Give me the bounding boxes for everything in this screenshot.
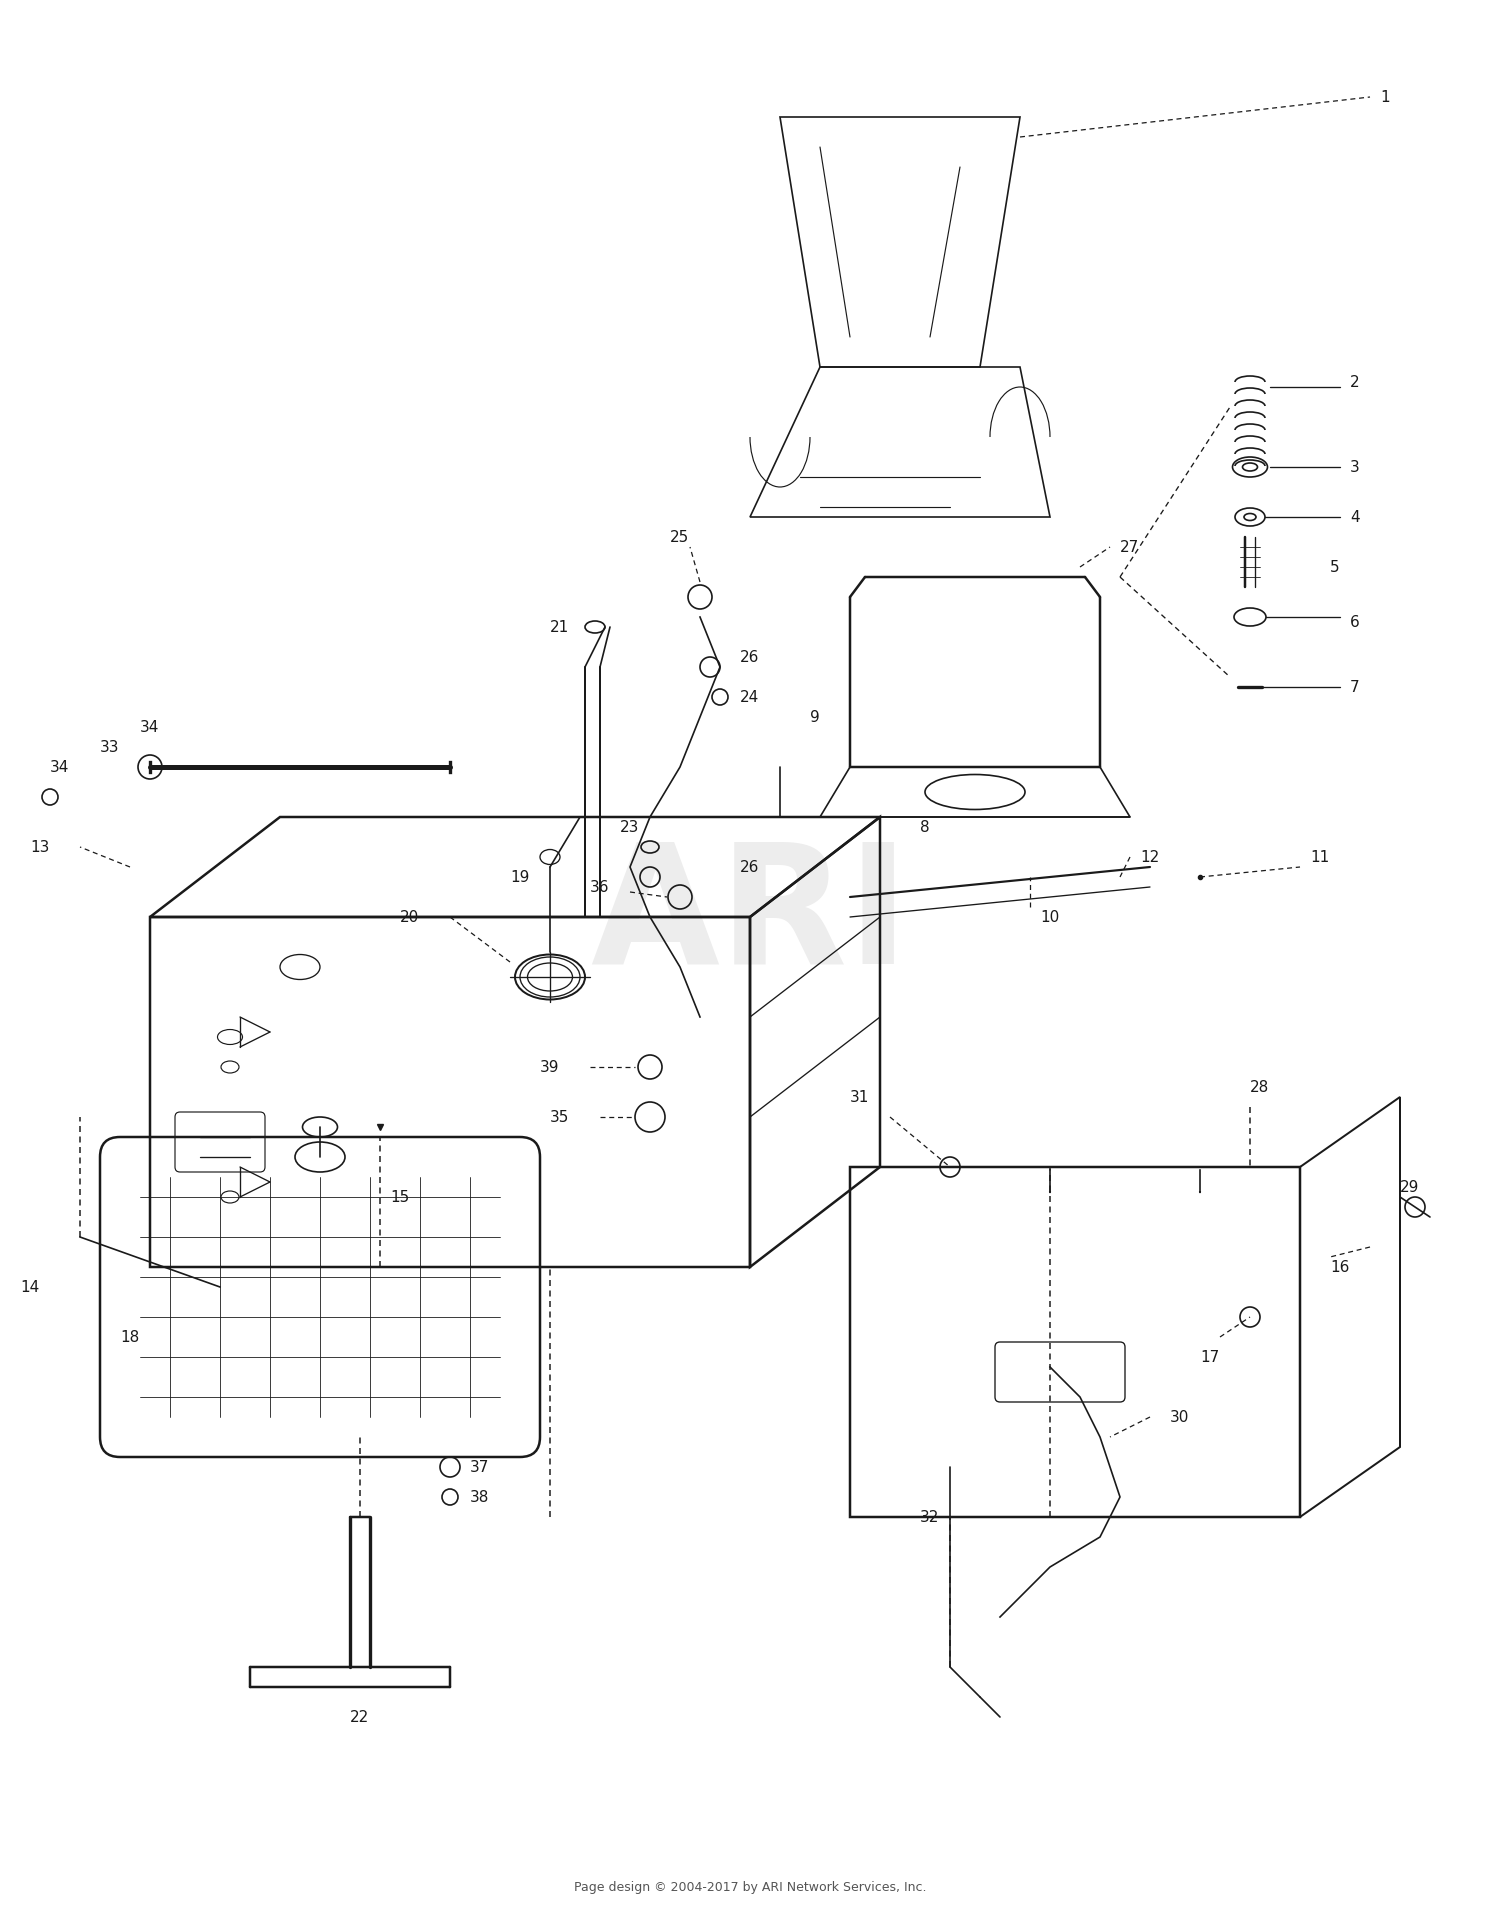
Text: 34: 34 [50, 759, 69, 774]
Text: 2: 2 [1350, 374, 1359, 389]
Text: 38: 38 [470, 1490, 489, 1505]
Text: 21: 21 [550, 619, 570, 635]
Text: 36: 36 [590, 880, 609, 895]
Text: 39: 39 [540, 1060, 560, 1075]
Text: 12: 12 [1140, 849, 1160, 865]
Text: 22: 22 [350, 1710, 369, 1725]
Text: 26: 26 [740, 859, 759, 874]
Text: 31: 31 [850, 1089, 870, 1104]
Text: 19: 19 [510, 870, 530, 884]
Text: ARI: ARI [591, 836, 909, 999]
Text: 18: 18 [120, 1330, 140, 1344]
Text: 11: 11 [1310, 849, 1329, 865]
Text: 6: 6 [1350, 615, 1359, 629]
Text: 1: 1 [1380, 90, 1389, 105]
Text: Page design © 2004-2017 by ARI Network Services, Inc.: Page design © 2004-2017 by ARI Network S… [573, 1881, 926, 1894]
Text: 35: 35 [550, 1110, 570, 1125]
Text: 20: 20 [400, 909, 418, 924]
Text: 13: 13 [30, 840, 50, 855]
Text: 34: 34 [140, 719, 159, 734]
Text: 14: 14 [20, 1279, 39, 1294]
Text: 3: 3 [1350, 460, 1359, 475]
Text: 5: 5 [1330, 560, 1340, 575]
Text: 29: 29 [1400, 1179, 1419, 1194]
Text: 30: 30 [1170, 1409, 1190, 1424]
Text: 17: 17 [1200, 1350, 1219, 1365]
Text: 9: 9 [810, 709, 819, 725]
Text: 15: 15 [390, 1190, 410, 1204]
Text: 28: 28 [1250, 1079, 1269, 1095]
Text: 8: 8 [920, 819, 930, 834]
Text: 7: 7 [1350, 679, 1359, 694]
Circle shape [138, 755, 162, 778]
Text: 27: 27 [1120, 539, 1140, 554]
Text: 33: 33 [100, 740, 120, 755]
Text: 32: 32 [920, 1509, 939, 1524]
Text: 24: 24 [740, 690, 759, 705]
Text: 16: 16 [1330, 1259, 1350, 1275]
Text: 25: 25 [670, 529, 688, 544]
Text: 37: 37 [470, 1459, 489, 1474]
Text: 23: 23 [620, 819, 639, 834]
Text: 26: 26 [740, 650, 759, 665]
Text: 4: 4 [1350, 510, 1359, 525]
Text: 10: 10 [1040, 909, 1059, 924]
